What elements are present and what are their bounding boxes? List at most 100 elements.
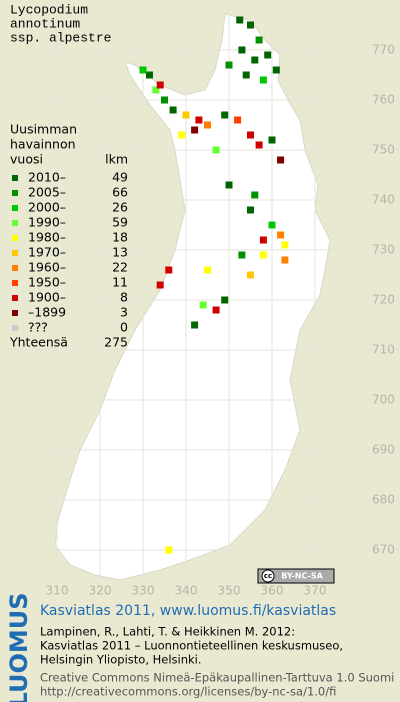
cc-icon-text: cc	[264, 572, 272, 580]
legend-swatch	[12, 175, 18, 181]
observation-square	[238, 46, 246, 54]
observation-square	[156, 281, 164, 289]
observation-square	[182, 111, 190, 119]
legend-label: 1980–	[28, 230, 66, 245]
y-tick-label: 710	[372, 343, 395, 357]
x-tick-label: 350	[218, 584, 241, 598]
observation-square	[247, 206, 254, 214]
legend-label: 1950–	[28, 275, 66, 290]
legend-swatch	[12, 265, 18, 271]
legend-swatch	[12, 190, 18, 196]
observation-square	[221, 296, 229, 304]
observation-square	[277, 231, 285, 239]
observation-square	[281, 241, 289, 249]
legend-swatch	[12, 220, 18, 226]
observation-square	[161, 96, 168, 104]
x-tick-label: 370	[304, 584, 327, 598]
legend-count: 59	[112, 215, 128, 230]
legend-count: 0	[120, 320, 128, 335]
observation-square	[247, 271, 254, 279]
footer-citation: Lampinen, R., Lahti, T. & Heikkinen M. 2…	[40, 625, 295, 639]
legend-count: 11	[112, 275, 128, 290]
x-tick-label: 360	[261, 584, 284, 598]
cc-badge-text: BY-NC-SA	[281, 572, 323, 581]
cc-badge-box	[257, 568, 335, 584]
observation-square	[281, 256, 289, 264]
y-tick-label: 750	[372, 143, 395, 157]
observation-square	[251, 56, 259, 64]
observation-square	[259, 251, 267, 259]
observation-square	[169, 106, 177, 114]
observation-square	[236, 16, 244, 24]
y-tick-label: 760	[372, 93, 395, 107]
x-tick-label: 340	[175, 584, 198, 598]
x-tick-label: 310	[46, 584, 69, 598]
legend-swatch	[12, 295, 18, 301]
legend-swatch	[12, 250, 18, 256]
cc-icon	[261, 569, 275, 583]
legend-swatch	[12, 325, 18, 331]
title-line: Lycopodium	[10, 2, 88, 17]
observation-square	[152, 86, 160, 94]
observation-square	[255, 141, 263, 149]
observation-square	[259, 236, 267, 244]
legend-label: 2010–	[28, 170, 66, 185]
total-label: Yhteensä	[9, 335, 68, 350]
observation-square	[195, 116, 203, 124]
observation-square	[145, 71, 153, 79]
legend-label: 2000–	[28, 200, 66, 215]
legend-header: vuosi	[10, 152, 43, 167]
legend-count: 8	[120, 290, 128, 305]
y-tick-label: 740	[372, 193, 395, 207]
observation-square	[247, 21, 254, 29]
legend-swatch	[12, 235, 18, 241]
footer-link[interactable]: Kasviatlas 2011, www.luomus.fi/kasviatla…	[40, 603, 336, 619]
legend-count: 66	[112, 185, 128, 200]
observation-square	[251, 191, 259, 199]
legend-count: 18	[112, 230, 128, 245]
legend-header: havainnon	[10, 137, 76, 152]
observation-square	[234, 116, 242, 124]
observation-square	[277, 156, 285, 164]
y-tick-label: 720	[372, 293, 395, 307]
observation-square	[255, 36, 263, 44]
footer-citation: Kasviatlas 2011 – Luonnontieteellinen ke…	[40, 639, 343, 653]
footer-license[interactable]: http://creativecommons.org/licenses/by-n…	[40, 685, 336, 699]
legend-count: 13	[112, 245, 128, 260]
total-count: 275	[104, 335, 128, 350]
observation-square	[191, 126, 199, 134]
finland-outline	[54, 13, 331, 581]
observation-square	[242, 71, 250, 79]
footer-license: Creative Commons Nimeä-Epäkaupallinen-Ta…	[40, 671, 394, 685]
legend-swatch	[12, 280, 18, 286]
y-tick-label: 670	[372, 543, 395, 557]
observation-square	[191, 321, 199, 329]
y-tick-label: 700	[372, 393, 395, 407]
legend-label: –1899	[28, 305, 66, 320]
observation-square	[272, 66, 280, 74]
observation-square	[139, 66, 147, 74]
legend-count: 3	[120, 305, 128, 320]
observation-square	[165, 266, 173, 274]
legend-label: ???	[28, 320, 48, 335]
observation-square	[212, 306, 220, 314]
legend-count: 26	[112, 200, 128, 215]
footer-citation: Helsingin Yliopisto, Helsinki.	[40, 653, 202, 667]
legend-swatch	[12, 205, 18, 211]
observation-square	[199, 301, 207, 309]
observation-square	[165, 546, 173, 554]
observation-square	[238, 251, 246, 259]
y-tick-label: 690	[372, 443, 395, 457]
observation-square	[247, 131, 254, 139]
y-tick-label: 730	[372, 243, 395, 257]
legend-header: Uusimman	[10, 122, 77, 137]
cc-badge: cc BY-NC-SA	[257, 568, 335, 584]
observation-square	[268, 136, 276, 144]
legend-swatch	[12, 310, 18, 316]
observation-square	[212, 146, 220, 154]
observation-square	[204, 266, 211, 274]
logo: LUOMUS	[5, 593, 33, 702]
observation-square	[268, 221, 276, 229]
observation-square	[204, 121, 211, 129]
